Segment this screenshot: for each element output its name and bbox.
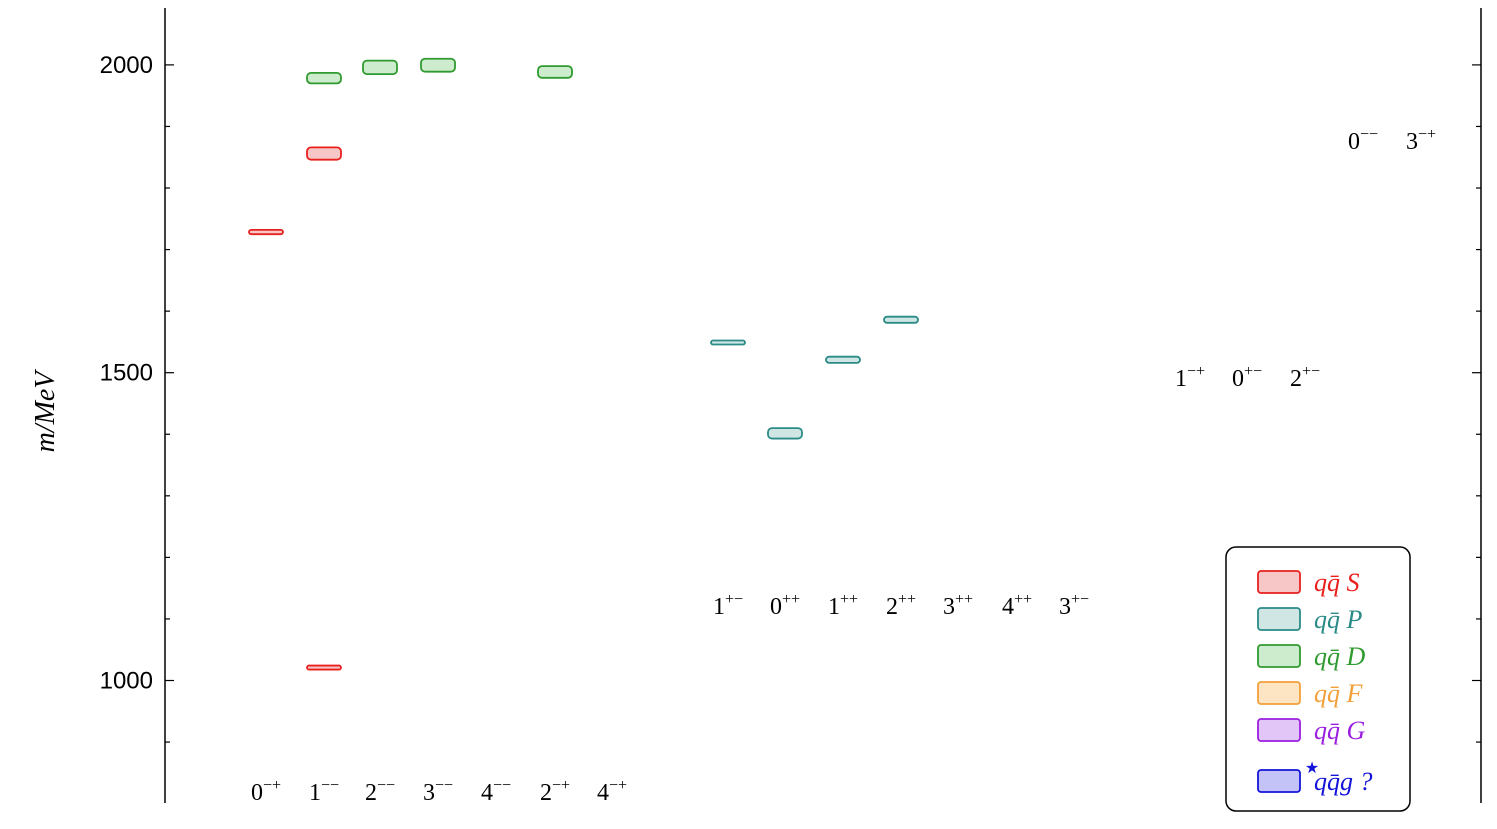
- legend-label-P: qq̄ P: [1314, 605, 1363, 634]
- jpc-label: 0−+: [251, 777, 281, 806]
- column-2−−: [362, 59, 398, 76]
- jpc-label: 2++: [886, 591, 916, 620]
- legend-swatch-S: [1257, 570, 1301, 594]
- jpc-label: 1+−: [713, 591, 743, 620]
- column-1++: [825, 355, 861, 364]
- jpc-label: 3−−: [423, 777, 453, 806]
- legend-star-marker: ★: [1305, 758, 1319, 777]
- jpc-label: 2−−: [365, 777, 395, 806]
- jpc-label: 2+−: [1290, 363, 1320, 392]
- jpc-label: 0−−: [1348, 126, 1378, 155]
- legend-swatch-P: [1257, 607, 1301, 631]
- legend-swatch-hybrid: [1257, 769, 1301, 793]
- state-box-P: [710, 339, 746, 346]
- legend-swatch-D: [1257, 644, 1301, 668]
- state-box-P: [825, 355, 861, 364]
- column-2++: [883, 315, 919, 324]
- y-tick-label: 1000: [100, 668, 153, 695]
- column-2−+: ★: [537, 65, 573, 79]
- column-3−−: [420, 57, 456, 73]
- legend: qq̄ S qq̄ P qq̄ D qq̄ F qq̄ G ★qq̄g ?: [1225, 546, 1411, 812]
- column-0−+: ★: [248, 228, 284, 236]
- column-0++: [767, 427, 803, 440]
- state-box-D: [537, 65, 573, 79]
- y-tick-label: 1500: [100, 360, 153, 387]
- jpc-label: 3++: [943, 591, 973, 620]
- state-box-P: [767, 427, 803, 440]
- legend-swatch-G: [1257, 718, 1301, 742]
- column-1+−: [710, 339, 746, 346]
- legend-label-D: qq̄ D: [1314, 642, 1366, 671]
- y-axis-label: m/MeV: [30, 369, 61, 453]
- column-1−−: ★: [306, 72, 342, 671]
- jpc-label: 4−−: [481, 777, 511, 806]
- state-box-P: [883, 315, 919, 324]
- state-box-D: [420, 57, 456, 73]
- jpc-label: 2−+: [540, 777, 570, 806]
- legend-label-F: qq̄ F: [1314, 679, 1364, 708]
- state-box-S: [306, 664, 342, 671]
- jpc-label: 4++: [1002, 591, 1032, 620]
- state-box-S: [306, 146, 342, 161]
- axes: 10001500200025003000: [100, 8, 1482, 803]
- legend-label-S: qq̄ S: [1314, 568, 1360, 597]
- jpc-label: 0+−: [1232, 363, 1262, 392]
- jpc-label: 1−+: [1175, 363, 1205, 392]
- state-box-D: [362, 59, 398, 76]
- jpc-label: 4−+: [597, 777, 627, 806]
- legend-label-G: qq̄ G: [1314, 716, 1366, 745]
- jpc-label: 0++: [770, 591, 800, 620]
- jpc-label: 3−+: [1406, 126, 1436, 155]
- jpc-label: 1++: [828, 591, 858, 620]
- jpc-label: 1−−: [309, 777, 339, 806]
- y-tick-label: 2000: [100, 52, 153, 79]
- state-box-S: [248, 228, 284, 236]
- state-box-D: [306, 72, 342, 85]
- jpc-labels: 0−+ 1−− 2−− 3−− 4−− 2−+ 4−+ 1+− 0++ 1++ 2++ 3++ 4++ 3…: [251, 126, 1436, 806]
- legend-label-hybrid: qq̄g ?: [1314, 767, 1373, 796]
- legend-swatch-F: [1257, 681, 1301, 705]
- jpc-label: 3+−: [1059, 591, 1089, 620]
- spectrum-columns: ★★★★: [248, 57, 919, 671]
